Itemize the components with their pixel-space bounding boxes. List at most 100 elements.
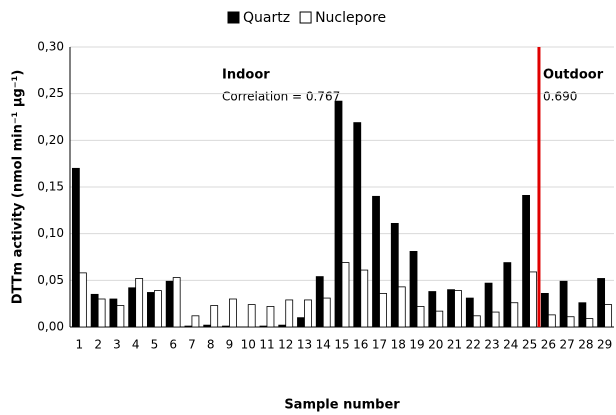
- x-tick-label: 2: [94, 338, 102, 352]
- x-tick-label: 6: [169, 338, 177, 352]
- x-tick-label: 22: [466, 338, 481, 352]
- x-tick-label: 10: [241, 338, 256, 352]
- y-tick-label: 0,20: [37, 133, 64, 147]
- bar: [540, 292, 549, 328]
- bar: [465, 297, 474, 328]
- legend-swatch: [227, 11, 240, 24]
- x-tick-label: 12: [278, 338, 293, 352]
- bar: [222, 325, 230, 328]
- bar: [547, 314, 556, 328]
- bar: [341, 262, 350, 328]
- bar: [566, 316, 575, 328]
- bar: [109, 298, 118, 328]
- bar: [597, 278, 606, 328]
- y-axis-title: DTTm activity (nmol min⁻¹ µg⁻¹): [11, 70, 26, 305]
- bar: [247, 304, 256, 328]
- x-tick-label: 8: [207, 338, 215, 352]
- x-tick-label: 14: [316, 338, 331, 352]
- x-tick-label: 29: [597, 338, 612, 352]
- bar: [510, 302, 519, 328]
- y-tick-label: 0,00: [37, 320, 64, 334]
- bar: [304, 299, 312, 328]
- bar: [154, 290, 162, 328]
- bar: [585, 318, 594, 328]
- bar: [78, 272, 87, 328]
- y-tick-label: 0,30: [37, 40, 64, 54]
- x-tick-label: 17: [372, 338, 387, 352]
- bar: [428, 291, 437, 328]
- x-tick-label: 3: [113, 338, 121, 352]
- annotation: Correlation = 0.767: [222, 90, 340, 104]
- bar: [578, 302, 587, 328]
- legend-label: Quartz: [243, 10, 290, 26]
- x-tick-label: 27: [559, 338, 574, 352]
- x-tick-label: 21: [447, 338, 462, 352]
- bar: [447, 289, 455, 328]
- legend-swatch: [299, 11, 312, 24]
- x-tick-label: 24: [503, 338, 518, 352]
- x-tick-label: 7: [188, 338, 196, 352]
- bar: [97, 298, 106, 328]
- bar: [491, 311, 500, 328]
- annotation: Indoor: [222, 68, 270, 83]
- bar: [297, 317, 305, 328]
- x-tick-label: 11: [259, 338, 274, 352]
- bar: [278, 324, 287, 328]
- x-tick-label: 4: [132, 338, 140, 352]
- bar: [135, 278, 144, 328]
- y-tick-label: 0,10: [37, 226, 64, 240]
- annotation: 0.690: [543, 90, 577, 104]
- bar: [90, 293, 99, 328]
- x-tick-label: 16: [353, 338, 368, 352]
- x-tick-label: 26: [541, 338, 556, 352]
- legend-label: Nuclepore: [315, 10, 386, 26]
- bar: [165, 280, 174, 328]
- x-tick-label: 19: [409, 338, 424, 352]
- bar: [203, 324, 212, 328]
- bar: [285, 299, 294, 328]
- bar: [259, 325, 268, 328]
- bar: [172, 277, 181, 328]
- x-axis-title: Sample number: [284, 398, 400, 413]
- bar: [128, 287, 137, 328]
- bar: [379, 292, 387, 328]
- bar: [435, 310, 444, 328]
- y-tick-label: 0,25: [37, 86, 64, 100]
- bar: [266, 306, 275, 328]
- x-tick-label: 20: [428, 338, 443, 352]
- bar: [372, 195, 380, 328]
- bar: [334, 100, 343, 328]
- bar: [529, 271, 537, 328]
- x-tick-label: 1: [76, 338, 84, 352]
- bar: [397, 286, 406, 328]
- x-tick-label: 9: [226, 338, 234, 352]
- x-tick-label: 25: [522, 338, 537, 352]
- bar: [147, 292, 155, 328]
- bar: [559, 280, 568, 328]
- x-tick-label: 28: [578, 338, 593, 352]
- y-tick-label: 0,15: [37, 180, 64, 194]
- bar: [191, 315, 200, 328]
- bar: [604, 304, 613, 328]
- annotation: Outdoor: [543, 68, 604, 83]
- x-tick-label: 23: [484, 338, 499, 352]
- x-tick-label: 5: [151, 338, 159, 352]
- bar: [71, 167, 80, 328]
- bar: [484, 282, 493, 328]
- x-tick-label: 13: [297, 338, 312, 352]
- bar: [315, 276, 324, 328]
- x-tick-label: 15: [334, 338, 349, 352]
- bar: [522, 194, 530, 328]
- bar: [409, 250, 418, 328]
- y-tick-label: 0,05: [37, 273, 64, 287]
- x-tick-label: 18: [391, 338, 406, 352]
- bar: [322, 297, 331, 328]
- bar: [229, 298, 237, 328]
- bar: [390, 222, 399, 328]
- bar: [503, 262, 512, 328]
- bar: [184, 325, 193, 328]
- bar: [116, 305, 125, 328]
- bar: [360, 269, 369, 328]
- bar: [210, 305, 219, 328]
